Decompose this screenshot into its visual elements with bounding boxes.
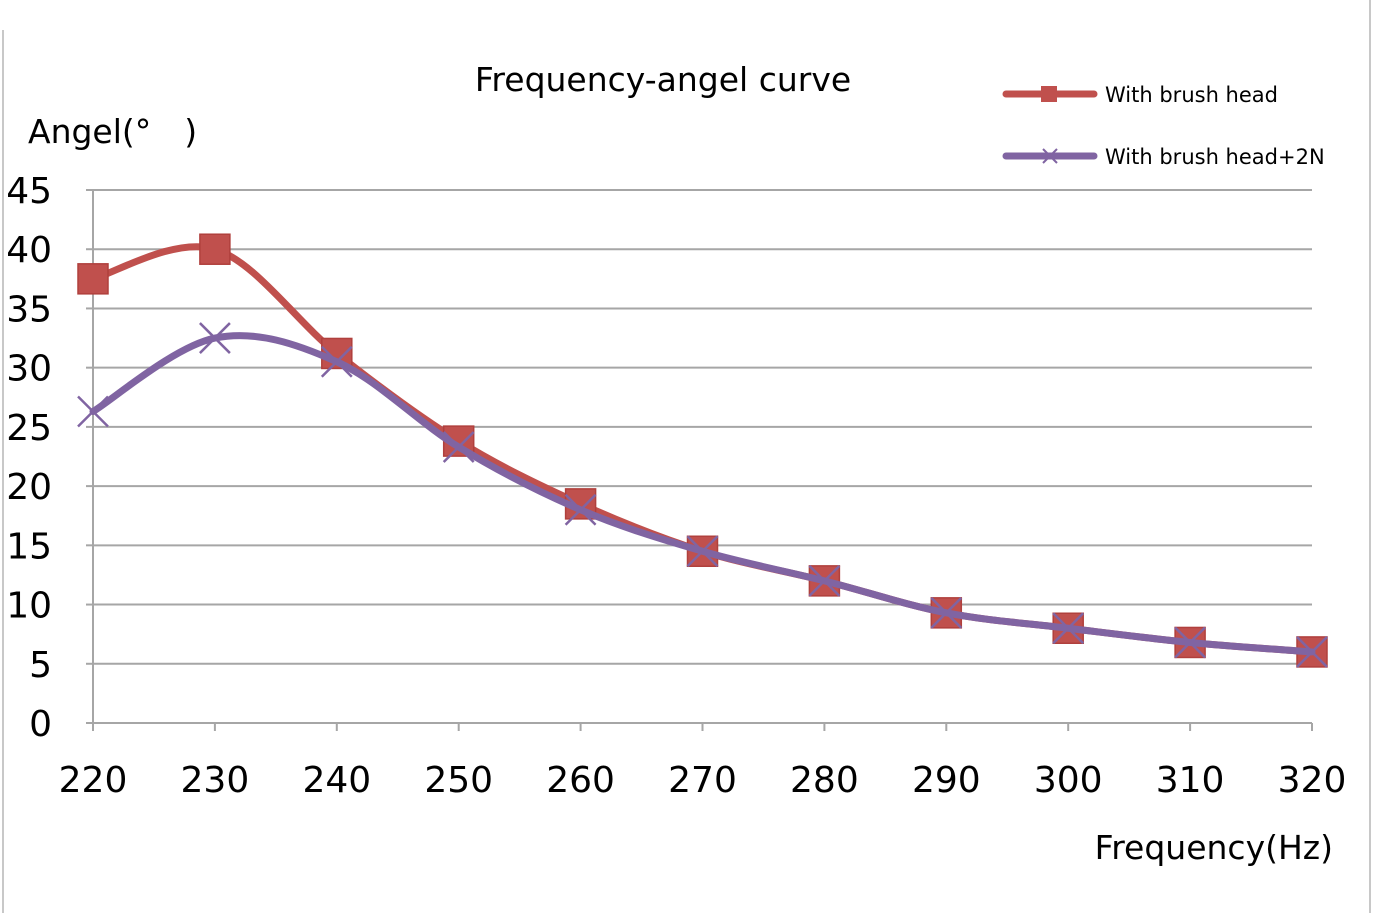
x-tick-label: 260 (546, 760, 615, 801)
series-2-point (808, 564, 841, 597)
x-tick-label: 310 (1156, 760, 1225, 801)
y-tick-label: 15 (6, 526, 52, 567)
y-tick-label: 35 (6, 289, 52, 330)
x-tick-label: 280 (790, 760, 859, 801)
y-tick-label: 25 (6, 408, 52, 449)
x-axis-ticks: 220 230 240 250 260 270 280 290 300 310 320 (59, 723, 1347, 801)
legend-label: With brush head (1105, 83, 1278, 107)
legend-swatch-marker (1042, 148, 1058, 164)
series-2-point (442, 431, 475, 463)
legend: With brush head With brush head+2N (1002, 83, 1325, 169)
x-tick-label: 240 (302, 760, 371, 801)
y-tick-label: 30 (6, 349, 52, 390)
series-2-point (686, 535, 719, 568)
y-axis-ticks: 0 5 10 15 20 25 30 35 40 45 (6, 171, 93, 745)
x-tick-label: 320 (1278, 760, 1347, 801)
series-2-point (930, 596, 963, 629)
y-axis-title: Angel(° ) (28, 112, 197, 151)
y-tick-label: 10 (6, 586, 52, 627)
y-tick-label: 40 (6, 230, 52, 271)
x-tick-label: 270 (668, 760, 737, 801)
x-tick-label: 220 (59, 760, 128, 801)
series-1-point (199, 233, 231, 265)
y-tick-label: 20 (6, 467, 52, 508)
x-tick-label: 290 (912, 760, 981, 801)
y-tick-label: 0 (29, 704, 52, 745)
series-2-point (1174, 626, 1206, 659)
series-1 (77, 233, 1328, 668)
y-tick-label: 45 (6, 171, 52, 212)
series-2-point (1052, 612, 1085, 645)
x-tick-label: 250 (424, 760, 493, 801)
legend-item-1: With brush head (1002, 83, 1278, 107)
y-tick-label: 5 (29, 645, 52, 686)
gridlines (93, 189, 1312, 665)
legend-label: With brush head+2N (1105, 145, 1325, 169)
series-2-point (564, 493, 597, 526)
series-1-point (77, 263, 109, 295)
x-tick-label: 300 (1034, 760, 1103, 801)
series-2-point (320, 345, 353, 378)
series-2-point (199, 322, 231, 354)
series-layer (77, 233, 1328, 668)
series-2 (77, 322, 1328, 668)
chart-title: Frequency-angel curve (475, 60, 851, 99)
x-tick-label: 230 (181, 760, 250, 801)
x-axis-title: Frequency(Hz) (1095, 828, 1333, 867)
series-2-point (1296, 636, 1328, 668)
legend-swatch-marker (1041, 86, 1057, 102)
legend-item-2: With brush head+2N (1002, 145, 1325, 169)
series-2-point (77, 395, 109, 428)
axes (92, 190, 1312, 724)
